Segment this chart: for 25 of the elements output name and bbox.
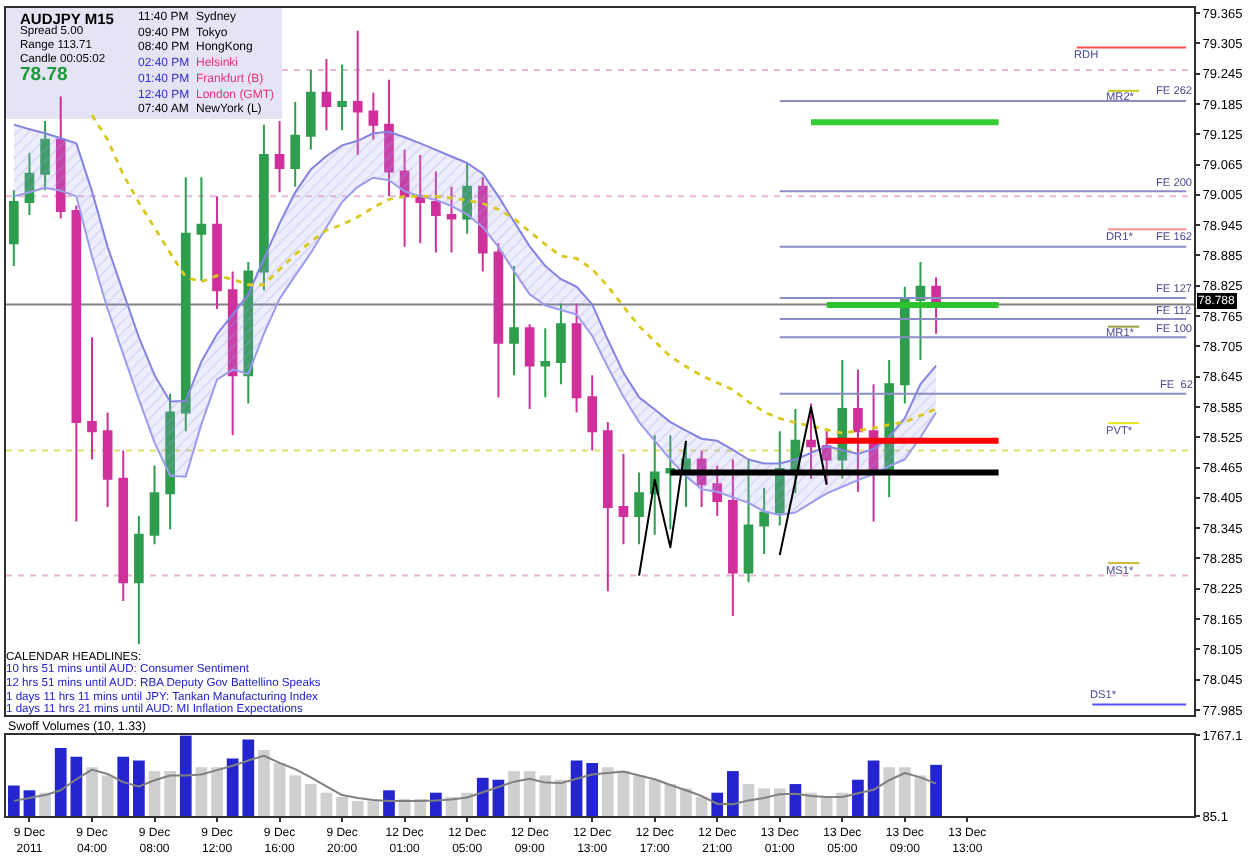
candlestick <box>71 204 82 523</box>
line-series <box>90 113 938 435</box>
candlestick <box>305 69 316 151</box>
candlestick <box>337 63 347 132</box>
candlestick <box>196 176 207 282</box>
candlestick <box>8 189 19 268</box>
candlestick <box>134 515 144 646</box>
candlestick <box>212 195 222 310</box>
candlestick <box>634 471 644 546</box>
candlestick <box>274 120 285 194</box>
annotation: 78.78 <box>20 64 68 86</box>
candlestick <box>602 421 613 593</box>
candlestick <box>290 100 301 188</box>
candlestick <box>87 336 97 461</box>
candlestick <box>321 58 332 132</box>
candlestick <box>915 261 926 361</box>
candlestick <box>540 327 551 399</box>
candlestick <box>149 464 160 546</box>
candlestick <box>493 242 504 399</box>
candlestick <box>118 449 129 602</box>
candlestick <box>102 411 113 508</box>
candlestick <box>524 323 535 410</box>
candlestick <box>587 374 598 452</box>
line-series <box>12 754 938 806</box>
candlestick <box>618 452 629 546</box>
